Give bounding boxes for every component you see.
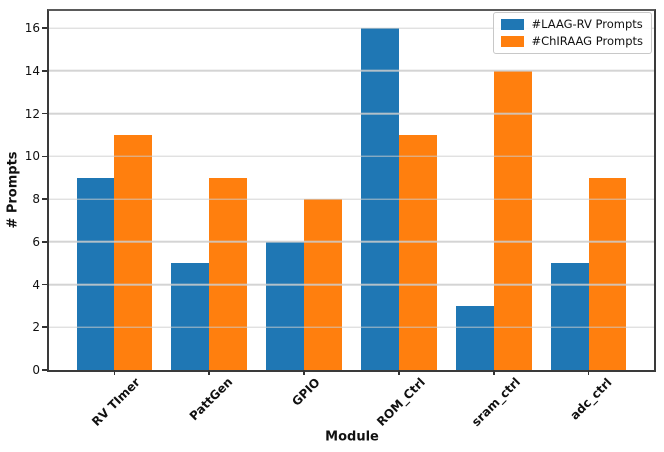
legend-label-laag-rv-prompts: #LAAG-RV Prompts [531,17,643,31]
bar-sram-ctrl-chiraag-prompts [493,70,532,370]
legend: #LAAG-RV Prompts #ChIRAAG Prompts [493,12,652,55]
legend-swatch-chiraag-prompts [501,36,525,48]
y-tick-mark-4 [42,283,47,286]
y-tick-label-0: 0 [32,363,40,377]
bar-rom-ctrl-chiraag-prompts [398,134,437,370]
x-tick-label-gpio: GPIO [289,374,323,409]
x-tick-mark-rv-timer [113,370,116,375]
plot-area [47,9,656,372]
y-tick-mark-2 [42,326,47,329]
x-tick-label-rom-ctrl: ROM_Ctrl [374,375,428,429]
y-tick-label-2: 2 [32,320,40,335]
bar-gpio-laag-rv-prompts [266,241,305,370]
gridline-y-10 [49,155,654,158]
bar-adc-ctrl-chiraag-prompts [588,177,627,370]
legend-row-chiraag-prompts: #ChIRAAG Prompts [501,34,643,49]
bar-pattgen-chiraag-prompts [209,177,248,370]
bar-rv-timer-chiraag-prompts [114,134,153,370]
y-tick-label-12: 12 [24,106,40,121]
y-tick-mark-16 [42,27,47,29]
gridline-y-16 [49,27,654,29]
x-tick-mark-adc-ctrl [587,370,590,375]
y-tick-mark-8 [42,198,47,200]
bar-sram-ctrl-laag-rv-prompts [455,305,494,370]
gridline-y-6 [49,241,654,243]
y-tick-label-14: 14 [24,63,40,78]
y-tick-mark-6 [42,240,47,243]
gridline-y-12 [49,112,654,115]
y-tick-label-6: 6 [32,234,40,249]
legend-swatch-laag-rv-prompts [501,19,525,31]
x-axis-title: Module [325,429,379,445]
y-tick-mark-10 [42,155,47,158]
gridline-y-2 [49,326,654,328]
gridline-y-14 [49,70,654,72]
x-tick-label-sram-ctrl: sram_ctrl [468,375,523,430]
x-tick-mark-gpio [303,370,305,375]
x-tick-label-adc-ctrl: adc_ctrl [566,375,615,423]
y-axis-title: # Prompts [5,151,21,229]
y-tick-label-10: 10 [24,149,40,164]
bar-rv-timer-laag-rv-prompts [76,177,115,370]
x-tick-mark-sram-ctrl [492,370,495,375]
bar-adc-ctrl-laag-rv-prompts [550,263,589,370]
bar-pattgen-laag-rv-prompts [171,263,210,370]
x-tick-mark-pattgen [208,370,211,375]
y-tick-label-4: 4 [32,277,40,292]
y-tick-mark-12 [42,112,47,115]
x-tick-label-pattgen: PattGen [187,375,236,424]
x-tick-label-rv-timer: RV TImer [89,375,144,429]
legend-row-laag-rv-prompts: #LAAG-RV Prompts [501,17,643,31]
gridline-y-8 [49,198,654,200]
y-tick-label-16: 16 [24,21,40,36]
x-tick-mark-rom-ctrl [398,370,400,375]
legend-label-chiraag-prompts: #ChIRAAG Prompts [531,34,643,49]
y-tick-mark-14 [42,70,47,72]
y-tick-mark-0 [42,369,47,371]
gridline-y-4 [49,283,654,286]
y-tick-label-8: 8 [32,192,40,207]
